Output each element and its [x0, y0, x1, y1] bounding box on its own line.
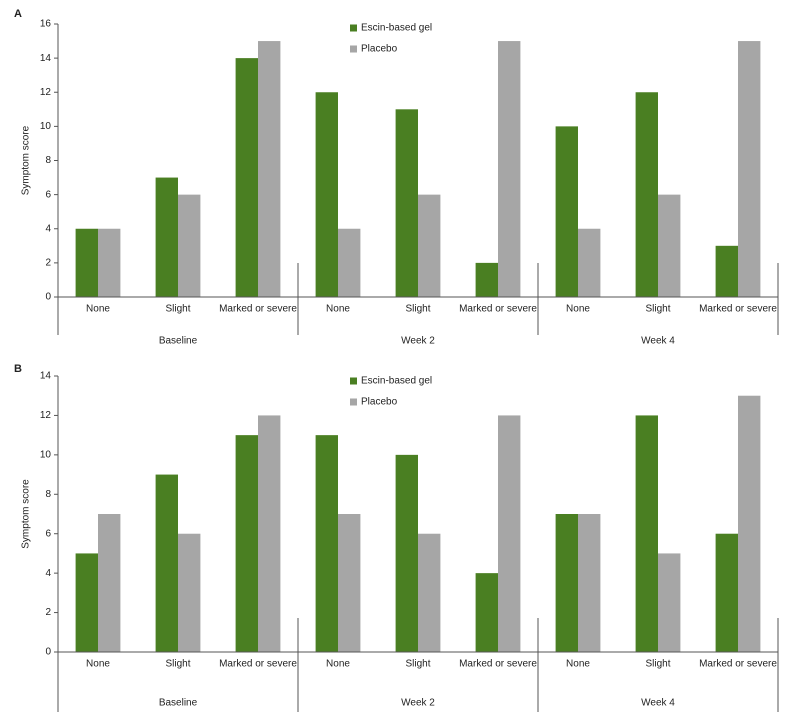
bar: [235, 58, 258, 297]
bar: [338, 228, 361, 297]
legend-swatch: [350, 24, 357, 32]
y-tick-label: 16: [40, 19, 52, 30]
x-tick-label: None: [86, 659, 110, 670]
group-label: Week 4: [641, 336, 675, 347]
bar: [235, 435, 258, 652]
panel-label: A: [14, 8, 22, 20]
x-tick-label: Marked or severe: [219, 304, 297, 315]
group-label: Baseline: [159, 336, 198, 347]
bar: [738, 41, 761, 297]
y-tick-label: 14: [40, 53, 52, 64]
y-tick-label: 6: [45, 528, 51, 539]
x-tick-label: Slight: [405, 304, 430, 315]
bar: [315, 435, 338, 652]
bar: [658, 553, 681, 652]
bar: [258, 41, 281, 297]
legend-label: Escin-based gel: [361, 376, 432, 387]
bar: [75, 228, 98, 297]
group-label: Week 2: [401, 698, 435, 709]
y-tick-label: 12: [40, 410, 52, 421]
bar: [555, 514, 578, 652]
bar: [715, 245, 738, 297]
bar: [178, 533, 201, 652]
y-tick-label: 8: [45, 155, 51, 166]
bar: [635, 92, 658, 297]
y-tick-label: 2: [45, 607, 51, 618]
x-tick-label: None: [326, 304, 350, 315]
x-tick-label: Slight: [165, 659, 190, 670]
bar: [315, 92, 338, 297]
legend-swatch: [350, 377, 357, 385]
bar: [258, 415, 281, 652]
y-tick-label: 0: [45, 647, 51, 658]
bar: [98, 514, 121, 652]
y-axis-label: Symptom score: [21, 479, 32, 549]
x-tick-label: None: [86, 304, 110, 315]
bar: [475, 262, 498, 297]
bar: [738, 395, 761, 652]
bar: [155, 177, 178, 297]
bar: [418, 194, 441, 297]
y-tick-label: 14: [40, 371, 52, 382]
legend-swatch: [350, 398, 357, 406]
x-tick-label: Slight: [165, 304, 190, 315]
x-tick-label: Marked or severe: [699, 304, 777, 315]
bar: [338, 514, 361, 652]
legend-label: Escin-based gel: [361, 23, 432, 34]
y-tick-label: 4: [45, 223, 51, 234]
bar: [578, 514, 601, 652]
bar: [395, 109, 418, 297]
x-tick-label: Marked or severe: [459, 304, 537, 315]
y-tick-label: 10: [40, 449, 52, 460]
bar: [658, 194, 681, 297]
group-label: Week 2: [401, 336, 435, 347]
bar: [475, 573, 498, 652]
y-tick-label: 10: [40, 121, 52, 132]
x-tick-label: None: [326, 659, 350, 670]
x-tick-label: Marked or severe: [219, 659, 297, 670]
bar: [75, 553, 98, 652]
bar: [178, 194, 201, 297]
x-tick-label: Marked or severe: [459, 659, 537, 670]
legend-label: Placebo: [361, 397, 398, 408]
y-tick-label: 0: [45, 292, 51, 303]
legend-swatch: [350, 45, 357, 53]
bar: [498, 41, 521, 297]
x-tick-label: Slight: [645, 659, 670, 670]
bar: [715, 533, 738, 652]
x-tick-label: Slight: [645, 304, 670, 315]
group-label: Baseline: [159, 698, 198, 709]
y-tick-label: 12: [40, 87, 52, 98]
panel-label: B: [14, 363, 22, 375]
y-tick-label: 8: [45, 489, 51, 500]
bar: [98, 228, 121, 297]
x-tick-label: Slight: [405, 659, 430, 670]
bar: [578, 228, 601, 297]
bar: [395, 454, 418, 652]
group-label: Week 4: [641, 698, 675, 709]
legend-label: Placebo: [361, 44, 398, 55]
y-tick-label: 2: [45, 258, 51, 269]
y-tick-label: 4: [45, 568, 51, 579]
x-tick-label: Marked or severe: [699, 659, 777, 670]
bar: [155, 474, 178, 652]
y-tick-label: 6: [45, 189, 51, 200]
bar: [498, 415, 521, 652]
x-tick-label: None: [566, 304, 590, 315]
bar: [418, 533, 441, 652]
y-axis-label: Symptom score: [21, 125, 32, 195]
x-tick-label: None: [566, 659, 590, 670]
bar: [555, 126, 578, 297]
bar: [635, 415, 658, 652]
